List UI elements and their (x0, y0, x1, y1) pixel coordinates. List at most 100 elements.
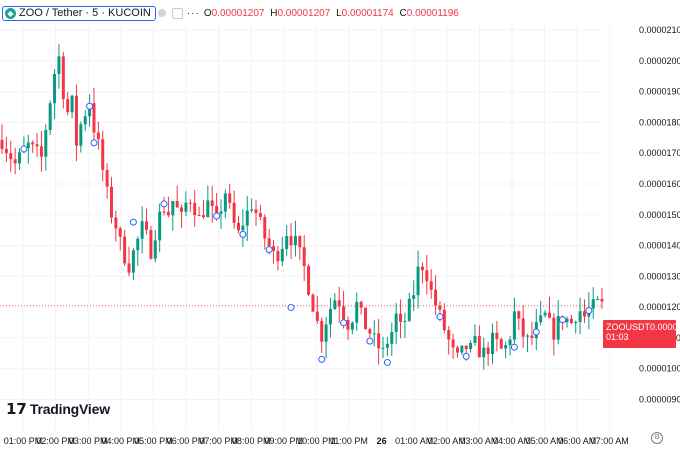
event-marker-icon[interactable] (383, 358, 391, 366)
candle-body (57, 56, 61, 75)
chart-settings-icon[interactable]: ⚙ (651, 432, 663, 444)
event-marker-icon[interactable] (366, 337, 374, 345)
event-marker-icon[interactable] (462, 352, 470, 360)
candles (0, 44, 604, 370)
candle-body (127, 263, 131, 273)
more-options-icon[interactable]: ··· (186, 7, 200, 19)
candle-body (600, 298, 604, 302)
candle-body (293, 235, 297, 246)
candle-body (66, 99, 70, 113)
event-marker-icon[interactable] (213, 212, 221, 220)
low-value: 0.00001174 (341, 7, 394, 19)
candle-body (526, 335, 530, 337)
event-marker-icon[interactable] (287, 304, 295, 312)
candle-body (517, 311, 521, 319)
candle-body (158, 211, 162, 241)
candle-body (521, 318, 525, 337)
event-marker-icon[interactable] (585, 307, 593, 315)
candle-body (276, 250, 280, 262)
candle-body (184, 202, 188, 212)
event-marker-icon[interactable] (160, 200, 168, 208)
candle-body (26, 142, 30, 149)
event-marker-icon[interactable] (90, 139, 98, 147)
candle-body (455, 347, 459, 353)
symbol-label: ZOO / Tether · 5 · KUCOIN (19, 7, 151, 19)
event-marker-icon[interactable] (510, 343, 518, 351)
candle-body (241, 225, 245, 231)
candle-body (350, 322, 354, 330)
candle-body (4, 148, 8, 154)
candle-body (109, 186, 113, 218)
candle-body (578, 311, 582, 322)
candle-body (333, 300, 337, 309)
event-marker-icon[interactable] (86, 102, 94, 110)
candle-body (539, 315, 543, 323)
time-tick-label: 03:00 PM (69, 436, 108, 446)
candle-body (180, 207, 184, 212)
candle-body (61, 56, 65, 100)
symbol-selector[interactable]: ◆ ZOO / Tether · 5 · KUCOIN (2, 5, 156, 21)
event-markers[interactable] (20, 102, 593, 366)
candle-body (285, 236, 289, 249)
candle-body (35, 144, 39, 147)
tradingview-logo[interactable]: 17 TradingView (6, 400, 110, 418)
candle-body (149, 229, 153, 259)
badge-countdown: 01:03 (606, 332, 629, 342)
time-tick-label: 09:00 PM (265, 436, 304, 446)
candle-body (53, 74, 57, 104)
event-marker-icon[interactable] (20, 145, 28, 153)
candle-body (118, 228, 122, 237)
event-marker-icon[interactable] (436, 313, 444, 321)
time-tick-label: 11:00 PM (330, 436, 368, 446)
open-value: 0.00001207 (211, 7, 265, 19)
candle-body (136, 238, 140, 251)
candle-body (145, 221, 149, 230)
candle-body (48, 103, 52, 130)
candle-body (552, 317, 556, 340)
candle-body (547, 312, 551, 318)
tradingview-logo-icon: 17 (6, 400, 27, 418)
candle-body (289, 236, 293, 246)
candle-body (377, 333, 381, 349)
candle-body (258, 213, 262, 218)
event-marker-icon[interactable] (129, 218, 137, 226)
candle-body (372, 333, 376, 335)
event-marker-icon[interactable] (559, 316, 567, 324)
time-tick-label: 02:00 PM (36, 436, 75, 446)
candle-body (236, 222, 240, 231)
visibility-toggle-icon[interactable] (171, 7, 183, 19)
candle-body (482, 347, 486, 358)
candle-body (210, 200, 214, 206)
candle-body (324, 324, 328, 342)
candle-body (298, 235, 302, 248)
event-marker-icon[interactable] (532, 328, 540, 336)
candle-body (250, 209, 254, 211)
candle-body (114, 217, 118, 229)
time-tick-label: 02:00 AM (428, 436, 466, 446)
candle-body (429, 281, 433, 290)
low-label: L (336, 7, 342, 19)
ohlc-values: O0.00001207 H0.00001207 L0.00001174 C0.0… (204, 8, 462, 19)
event-marker-icon[interactable] (265, 246, 273, 254)
candle-body (320, 320, 324, 342)
event-marker-icon[interactable] (340, 319, 348, 327)
event-marker-icon[interactable] (239, 230, 247, 238)
candle-body (342, 306, 346, 321)
close-label: C (399, 7, 407, 19)
candle-body (434, 289, 438, 306)
candle-body (101, 139, 105, 171)
candle-body (447, 330, 451, 340)
candle-body (171, 200, 175, 216)
chart-legend: ◆ ZOO / Tether · 5 · KUCOIN ··· O0.00001… (2, 4, 462, 22)
event-marker-icon[interactable] (318, 355, 326, 363)
candle-body (315, 311, 319, 321)
